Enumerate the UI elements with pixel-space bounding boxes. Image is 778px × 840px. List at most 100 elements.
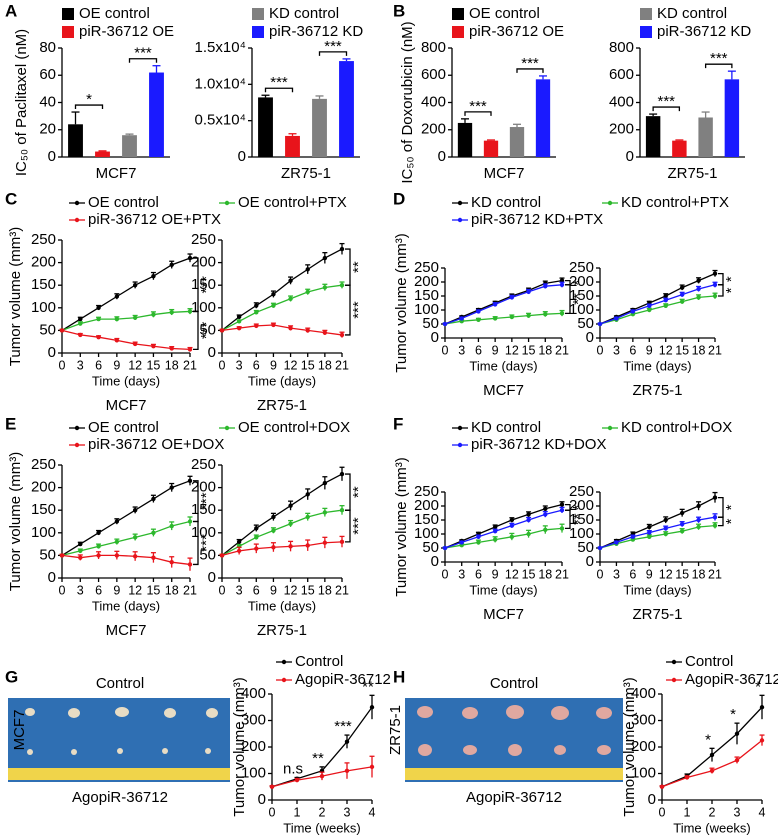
series-line xyxy=(61,520,191,557)
point xyxy=(254,535,259,540)
y-tick-label: 400 xyxy=(609,93,634,110)
significance-label: * xyxy=(723,287,740,293)
point xyxy=(647,307,652,313)
x-tick-label: 18 xyxy=(318,583,332,597)
y-tick-label: 0 xyxy=(431,329,439,346)
point xyxy=(526,531,531,537)
x-tick-label: 15 xyxy=(146,583,160,597)
significance-label: *** xyxy=(657,93,675,110)
panel-label: A xyxy=(5,1,17,20)
significance-bracket xyxy=(652,106,681,112)
legend-marker xyxy=(224,425,230,431)
x-tick-label: 0 xyxy=(597,567,604,581)
legend-swatch xyxy=(62,26,74,38)
significance-bracket xyxy=(718,516,724,527)
point xyxy=(288,503,293,508)
y-tick-label: 100 xyxy=(241,764,266,781)
x-tick-label: 12 xyxy=(128,358,142,372)
point xyxy=(271,322,276,328)
y-tick-label: 0.5x10⁴ xyxy=(195,112,246,129)
point xyxy=(151,530,156,535)
point xyxy=(294,777,300,783)
point xyxy=(305,543,310,548)
panel-label: G xyxy=(5,667,18,686)
point xyxy=(339,471,345,477)
y-axis-label: Tumor volume (mm³) xyxy=(231,677,248,816)
significance-label: * xyxy=(723,276,740,282)
y-tick-label: 200 xyxy=(569,273,594,290)
y-tick-label: 200 xyxy=(241,738,266,755)
series-line xyxy=(599,497,716,549)
series-line xyxy=(61,480,191,556)
bar xyxy=(724,79,740,157)
point xyxy=(492,537,498,542)
y-tick-label: 40 xyxy=(39,93,56,110)
point xyxy=(269,784,275,789)
point xyxy=(319,773,325,779)
x-tick-label: 9 xyxy=(492,567,499,581)
point xyxy=(712,282,718,287)
significance-label: *** xyxy=(270,74,288,91)
point xyxy=(663,298,668,303)
y-tick-label: 100 xyxy=(191,524,216,541)
x-axis-label: Time (weeks) xyxy=(283,820,361,835)
x-tick-label: 18 xyxy=(538,567,552,581)
y-tick-label: 250 xyxy=(414,259,439,276)
y-tick-label: 200 xyxy=(414,497,439,514)
y-tick-label: 0 xyxy=(626,148,634,165)
point xyxy=(344,739,350,744)
point xyxy=(271,303,276,308)
x-axis-label: Time (days) xyxy=(248,373,316,388)
point xyxy=(132,341,138,347)
y-tick-label: 0 xyxy=(238,148,246,165)
point xyxy=(476,309,481,314)
point xyxy=(526,313,531,318)
legend-label: OE control xyxy=(88,194,159,211)
significance-bracket xyxy=(193,310,199,351)
legend-marker xyxy=(457,200,463,206)
series-line xyxy=(444,527,563,549)
x-tick-label: 15 xyxy=(522,567,536,581)
legend-swatch xyxy=(640,8,652,20)
significance-bracket xyxy=(704,63,733,69)
point xyxy=(305,492,310,497)
annotation: n.s xyxy=(283,760,303,777)
legend-label: piR-36712 OE+DOX xyxy=(88,436,224,453)
significance-label: *** xyxy=(198,321,215,339)
photo-h: Control AgopiR-36712 ZR75-1 xyxy=(387,675,623,806)
x-tick-label: 0 xyxy=(59,358,66,372)
x-tick-label: 1 xyxy=(684,805,691,819)
significance-label: *** xyxy=(469,98,487,115)
x-tick-label: 18 xyxy=(165,358,179,372)
x-tick-label: 0 xyxy=(269,805,276,819)
point xyxy=(369,764,375,770)
point xyxy=(322,285,328,290)
point xyxy=(679,522,685,527)
x-tick-label: 3 xyxy=(613,343,620,357)
legend-marker xyxy=(224,200,230,206)
y-axis-label: Tumor volume (mm³) xyxy=(7,452,24,591)
point xyxy=(492,316,498,321)
y-axis-label: IC₅₀ of Doxorubicin (nM) xyxy=(399,21,416,183)
y-tick-label: 50 xyxy=(577,539,594,556)
x-tick-label: 4 xyxy=(369,805,376,819)
point xyxy=(271,514,276,520)
x-tick-label: 3 xyxy=(613,567,620,581)
point xyxy=(369,705,375,710)
point xyxy=(679,510,685,516)
point xyxy=(679,285,685,290)
y-tick-label: 100 xyxy=(191,299,216,316)
point xyxy=(322,540,328,545)
y-tick-label: 200 xyxy=(421,121,446,138)
panel-label: F xyxy=(393,414,403,433)
bar xyxy=(95,151,110,157)
x-tick-label: 6 xyxy=(95,358,102,372)
point xyxy=(559,502,565,507)
series-line xyxy=(599,284,716,325)
legend-marker xyxy=(457,442,463,448)
point xyxy=(684,775,690,780)
legend-label: KD control xyxy=(269,5,339,22)
x-tick-label: 6 xyxy=(475,567,482,581)
bar xyxy=(535,79,551,157)
